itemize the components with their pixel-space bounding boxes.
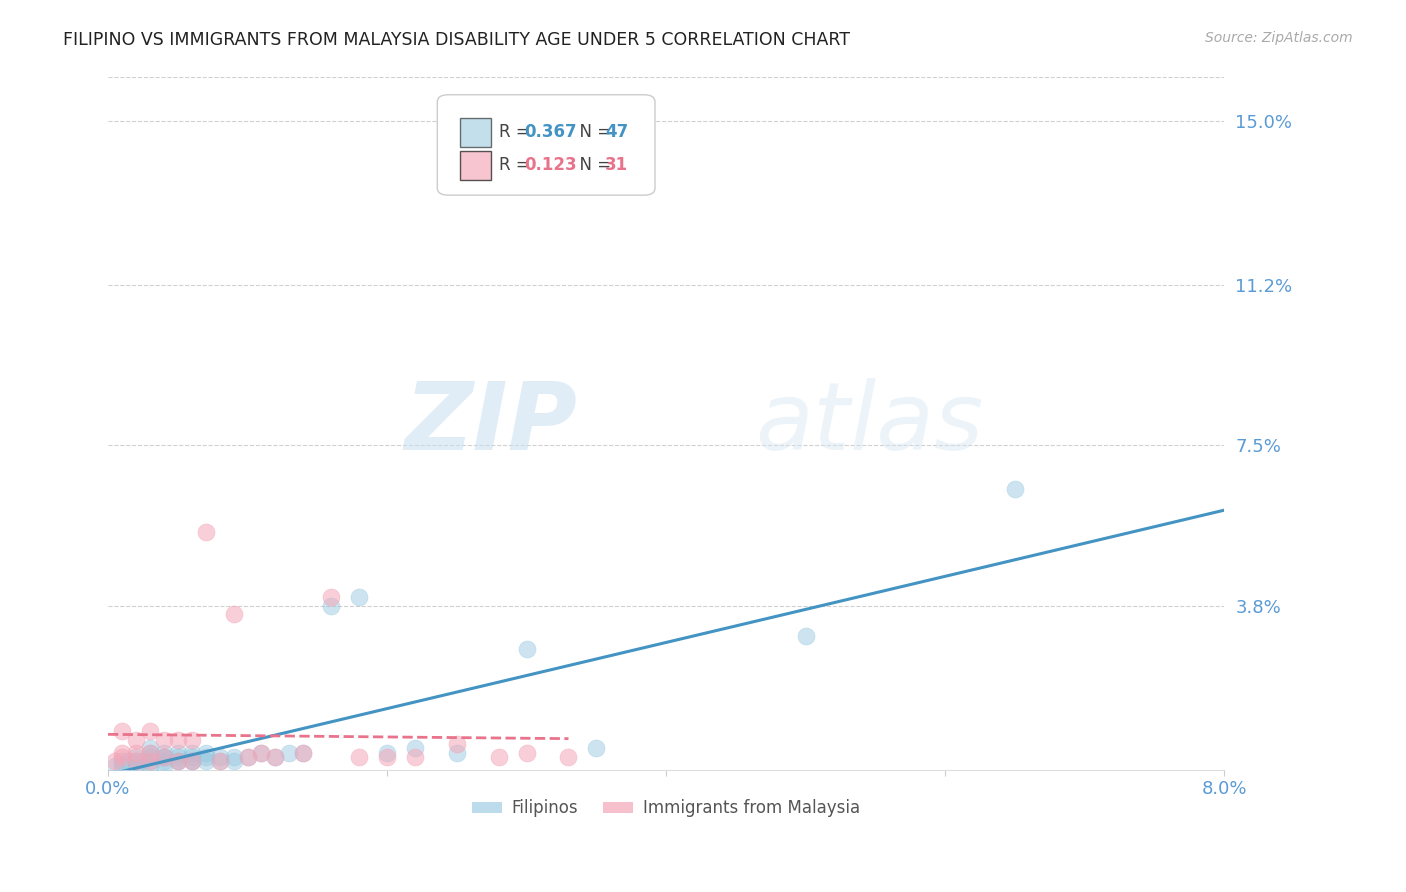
Point <box>132 755 155 769</box>
Point <box>347 750 370 764</box>
Point <box>194 524 217 539</box>
Point <box>139 741 162 756</box>
Point <box>236 750 259 764</box>
Point <box>111 724 134 739</box>
Text: 0.367: 0.367 <box>524 123 576 141</box>
Point <box>1004 482 1026 496</box>
Point <box>111 746 134 760</box>
Point <box>166 750 188 764</box>
Point <box>125 746 148 760</box>
Point <box>557 750 579 764</box>
Point <box>375 746 398 760</box>
Point <box>118 755 141 769</box>
Text: atlas: atlas <box>755 378 984 469</box>
Point <box>166 755 188 769</box>
Point <box>166 746 188 760</box>
Point <box>446 746 468 760</box>
Point <box>153 750 176 764</box>
Point <box>153 750 176 764</box>
Point <box>180 755 202 769</box>
Point <box>111 758 134 772</box>
Point <box>446 737 468 751</box>
Point <box>180 755 202 769</box>
Point <box>794 629 817 643</box>
Point <box>404 750 426 764</box>
Point <box>222 755 245 769</box>
Point <box>125 755 148 769</box>
Point <box>585 741 607 756</box>
FancyBboxPatch shape <box>437 95 655 195</box>
Point <box>208 755 231 769</box>
Point <box>153 755 176 769</box>
Point <box>516 746 538 760</box>
Point <box>208 750 231 764</box>
Point <box>111 755 134 769</box>
Point <box>153 732 176 747</box>
Point <box>139 755 162 769</box>
Legend: Filipinos, Immigrants from Malaysia: Filipinos, Immigrants from Malaysia <box>465 793 868 824</box>
Point <box>111 750 134 764</box>
Point <box>236 750 259 764</box>
Point <box>180 755 202 769</box>
Point <box>125 755 148 769</box>
Text: R =: R = <box>499 123 534 141</box>
Point <box>166 755 188 769</box>
Point <box>125 750 148 764</box>
Point <box>194 750 217 764</box>
Point <box>347 590 370 604</box>
Point <box>153 750 176 764</box>
Point <box>321 590 343 604</box>
Point <box>321 599 343 613</box>
Point <box>139 755 162 769</box>
Point <box>222 607 245 622</box>
Point <box>264 750 287 764</box>
Text: 31: 31 <box>605 156 628 175</box>
Text: ZIP: ZIP <box>404 377 576 470</box>
Point <box>194 746 217 760</box>
Point <box>139 746 162 760</box>
Point <box>292 746 315 760</box>
Text: 47: 47 <box>605 123 628 141</box>
Point <box>250 746 273 760</box>
Point <box>278 746 301 760</box>
Point <box>139 750 162 764</box>
Text: FILIPINO VS IMMIGRANTS FROM MALAYSIA DISABILITY AGE UNDER 5 CORRELATION CHART: FILIPINO VS IMMIGRANTS FROM MALAYSIA DIS… <box>63 31 851 49</box>
Point <box>104 758 127 772</box>
FancyBboxPatch shape <box>460 151 491 180</box>
Text: N =: N = <box>569 156 616 175</box>
Point <box>166 732 188 747</box>
Text: 0.123: 0.123 <box>524 156 576 175</box>
Point <box>250 746 273 760</box>
Point <box>180 732 202 747</box>
Text: R =: R = <box>499 156 534 175</box>
Point <box>222 750 245 764</box>
Point <box>153 746 176 760</box>
Point <box>208 755 231 769</box>
Text: Source: ZipAtlas.com: Source: ZipAtlas.com <box>1205 31 1353 45</box>
Point <box>104 755 127 769</box>
Point <box>166 755 188 769</box>
Point <box>488 750 510 764</box>
Point <box>153 758 176 772</box>
Point <box>125 732 148 747</box>
Point <box>375 750 398 764</box>
Point <box>516 641 538 656</box>
Point <box>139 758 162 772</box>
Point <box>125 758 148 772</box>
FancyBboxPatch shape <box>460 118 491 146</box>
Point <box>194 755 217 769</box>
Point <box>180 750 202 764</box>
Point <box>139 746 162 760</box>
Point <box>180 746 202 760</box>
Point <box>264 750 287 764</box>
Point <box>139 724 162 739</box>
Point <box>292 746 315 760</box>
Text: N =: N = <box>569 123 616 141</box>
Point <box>404 741 426 756</box>
